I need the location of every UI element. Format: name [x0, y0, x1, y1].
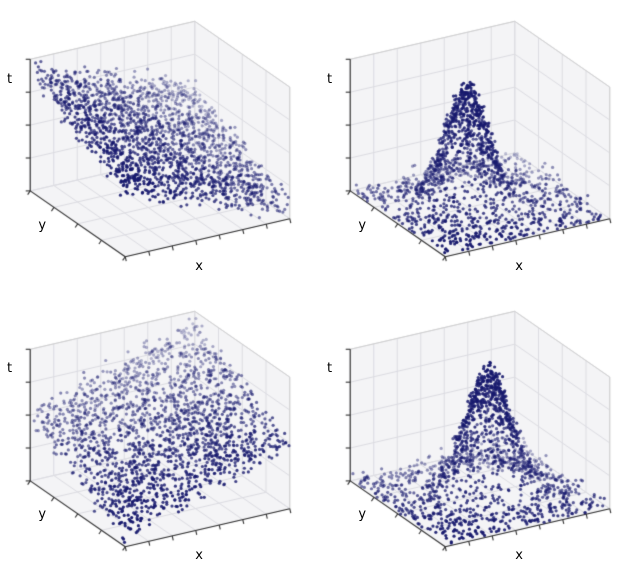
subplot-bottom-left: x y t	[0, 290, 320, 579]
scatter3d-canvas-bottom-right	[320, 290, 640, 579]
subplot-top-right: x y t	[320, 0, 640, 290]
scatter3d-canvas-top-right	[320, 0, 640, 290]
subplot-bottom-right: x y t	[320, 290, 640, 579]
scatter3d-canvas-bottom-left	[0, 290, 320, 579]
scatter3d-canvas-top-left	[0, 0, 320, 290]
subplot-top-left: x y t	[0, 0, 320, 290]
